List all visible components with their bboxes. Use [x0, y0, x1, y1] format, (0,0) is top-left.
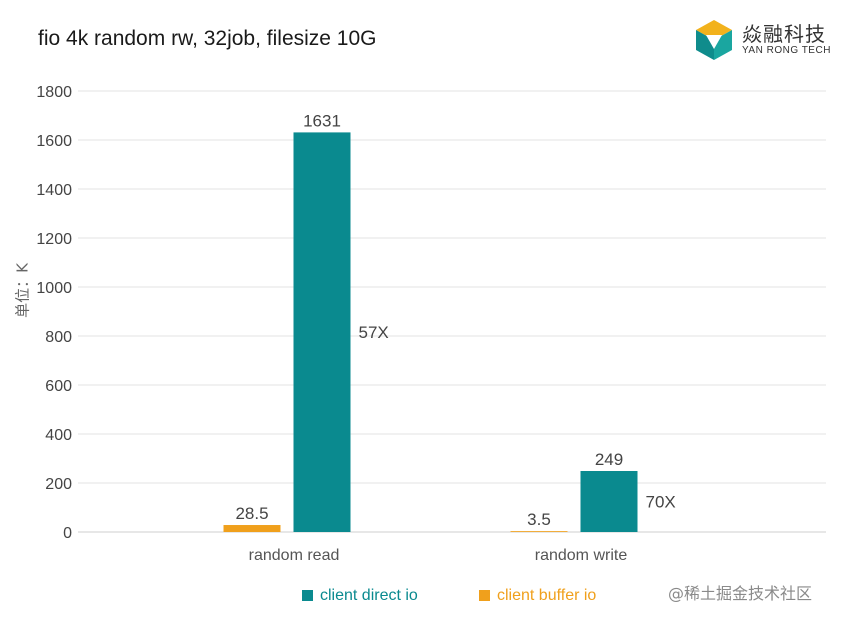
y-tick-label: 1800 — [36, 84, 72, 101]
logo-cube-icon — [696, 20, 732, 60]
y-tick-label: 200 — [45, 476, 72, 493]
y-tick-label: 600 — [45, 378, 72, 395]
data-label: 1631 — [303, 111, 341, 130]
ratio-annotation: 57X — [359, 323, 389, 342]
company-logo: 焱融科技 YAN RONG TECH — [692, 18, 832, 62]
y-tick-label: 1000 — [36, 280, 72, 297]
logo-text-cn: 焱融科技 — [742, 22, 826, 46]
data-label: 249 — [595, 450, 623, 469]
y-tick-label: 1200 — [36, 231, 72, 248]
x-tick-label: random read — [249, 547, 340, 564]
bar-direct — [580, 470, 638, 532]
legend-swatch-buffer — [479, 590, 490, 601]
y-tick-label: 0 — [63, 525, 72, 542]
y-tick-label: 800 — [45, 329, 72, 346]
watermark: @稀土掘金技术社区 — [668, 584, 813, 603]
legend-item-buffer: client buffer io — [479, 587, 596, 605]
x-tick-label: random write — [535, 547, 628, 564]
data-label: 3.5 — [527, 510, 551, 529]
legend-swatch-direct — [302, 590, 313, 601]
y-tick-label: 1400 — [36, 182, 72, 199]
y-tick-label: 1600 — [36, 133, 72, 150]
ratio-annotation: 70X — [646, 492, 676, 511]
bar-direct — [293, 132, 351, 532]
legend-label-buffer: client buffer io — [497, 587, 597, 604]
data-label: 28.5 — [235, 504, 268, 523]
bar-buffer — [510, 531, 568, 532]
logo-text-en: YAN RONG TECH — [742, 45, 831, 56]
chart-title: fio 4k random rw, 32job, filesize 10G — [38, 27, 377, 50]
y-tick-label: 400 — [45, 427, 72, 444]
legend-label-direct: client direct io — [320, 587, 418, 604]
bar-buffer — [223, 525, 281, 532]
legend-item-direct: client direct io — [302, 587, 418, 605]
